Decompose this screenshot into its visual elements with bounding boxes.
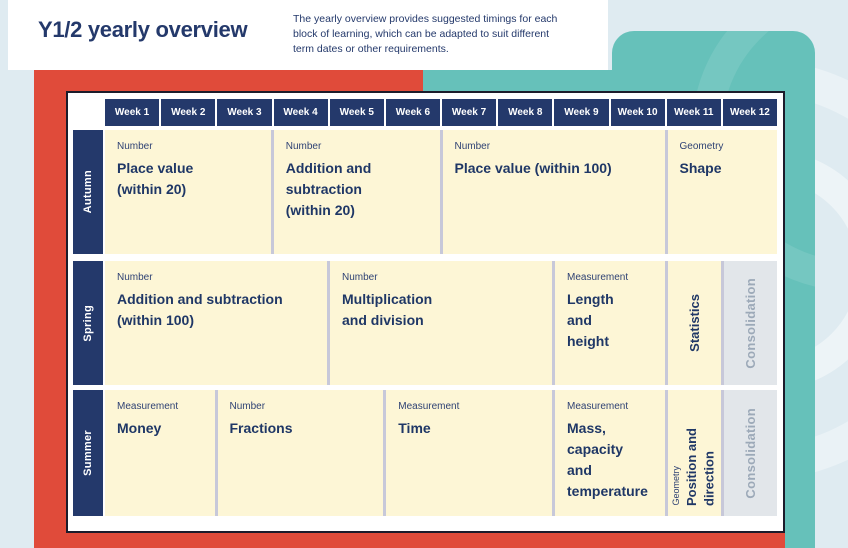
curriculum-block-shape: Geometry Shape (667, 130, 777, 254)
block-category-vertical: Geometry (670, 466, 681, 506)
term-label-text: Autumn (82, 170, 94, 214)
block-title-vertical: Statistics (686, 294, 702, 352)
week-header-cell-10: Week 10 (610, 99, 665, 126)
curriculum-block-fractions: Number Fractions (217, 390, 384, 516)
week-header-cell-1: Week 1 (105, 99, 160, 126)
curriculum-block-multiplication: Number Multiplication and division (330, 261, 552, 385)
block-category: Geometry (679, 141, 724, 152)
block-category: Number (454, 141, 491, 152)
block-category: Measurement (398, 401, 460, 412)
curriculum-block-length: Measurement Length and height (555, 261, 665, 385)
term-row-summer: Summer Measurement Money Number Fractions Mea… (73, 390, 777, 516)
week-header-cell-12: Week 12 (722, 99, 777, 126)
blocks-grid-autumn: Number Place value (within 20) Number Addit… (105, 130, 777, 254)
block-category: Measurement (567, 272, 629, 283)
term-label-text: Summer (82, 430, 94, 476)
block-title: Addition and subtraction (within 20) (285, 160, 372, 218)
week-header-cell-5: Week 5 (329, 99, 384, 126)
block-title: Multiplication and division (342, 291, 433, 328)
curriculum-block-place-value: Number Place value (within 20) (105, 130, 271, 254)
curriculum-block-time: Measurement Time (386, 390, 552, 516)
term-row-autumn: Autumn Number Place value (within 20) Numbe… (73, 130, 777, 254)
curriculum-block-addition-and-subtraction: Number Addition and subtraction (within 1… (105, 261, 327, 385)
curriculum-block-money: Measurement Money (105, 390, 215, 516)
week-header-cell-9: Week 9 (554, 99, 609, 126)
week-header-row: Week 1 Week 2 Week 3 Week 4 Week 5 Week 6 Week… (105, 99, 777, 126)
page-description: The yearly overview provides suggested t… (293, 13, 558, 55)
block-title-vertical: Position and direction (683, 428, 717, 506)
curriculum-block-statistics: Statistics (667, 261, 721, 385)
block-title: Money (117, 420, 162, 436)
term-label-spring: Spring (73, 261, 103, 385)
block-title: Addition and subtraction (within 100) (117, 291, 283, 328)
block-category: Number (342, 272, 378, 283)
consolidation-block: Consolidation (723, 261, 777, 385)
term-label-text: Spring (82, 304, 94, 342)
overview-table: Week 1 Week 2 Week 3 Week 4 Week 5 Week 6 Week… (66, 91, 785, 533)
block-title: Mass, capacity and temperature (567, 420, 648, 499)
block-title: Time (398, 420, 431, 436)
block-title: Place value (within 100) (454, 160, 612, 176)
block-category: Number (117, 272, 153, 283)
week-header-cell-4: Week 4 (273, 99, 328, 126)
curriculum-block-mass: Measurement Mass, capacity and temperatur… (555, 390, 665, 516)
curriculum-block-position-and: Geometry Position and direction (667, 390, 721, 516)
block-category: Measurement (567, 401, 629, 412)
consolidation-block: Consolidation (723, 390, 777, 516)
week-header-cell-3: Week 3 (217, 99, 272, 126)
header-card: Y1/2 yearly overview The yearly overview… (8, 0, 608, 70)
curriculum-block-place-value-within-100: Number Place value (within 100) (442, 130, 665, 254)
term-label-autumn: Autumn (73, 130, 103, 254)
block-title: Place value (within 20) (117, 160, 194, 197)
week-header-cell-2: Week 2 (161, 99, 216, 126)
block-title-vertical: Consolidation (742, 407, 758, 499)
blocks-grid-spring: Number Addition and subtraction (within 1… (105, 261, 777, 385)
block-category: Number (117, 141, 153, 152)
term-label-summer: Summer (73, 390, 103, 516)
block-category: Number (285, 141, 322, 152)
block-title: Shape (679, 160, 722, 176)
block-title-vertical: Consolidation (742, 277, 758, 369)
teal-background-band (423, 70, 618, 91)
blocks-grid-summer: Measurement Money Number Fractions Measureme… (105, 390, 777, 516)
page-title: Y1/2 yearly overview (38, 17, 248, 42)
week-header-cell-8: Week 8 (498, 99, 553, 126)
block-category: Number (229, 401, 266, 412)
week-header-cell-7: Week 7 (442, 99, 497, 126)
term-row-spring: Spring Number Addition and subtraction (wi… (73, 261, 777, 385)
block-category: Measurement (117, 401, 179, 412)
week-header-cell-6: Week 6 (385, 99, 440, 126)
term-rows-container: Autumn Number Place value (within 20) Numbe… (73, 130, 777, 516)
week-header-cell-11: Week 11 (666, 99, 721, 126)
curriculum-block-addition-and: Number Addition and subtraction (within 2… (273, 130, 440, 254)
block-title: Fractions (229, 420, 293, 436)
block-title: Length and height (567, 291, 614, 349)
